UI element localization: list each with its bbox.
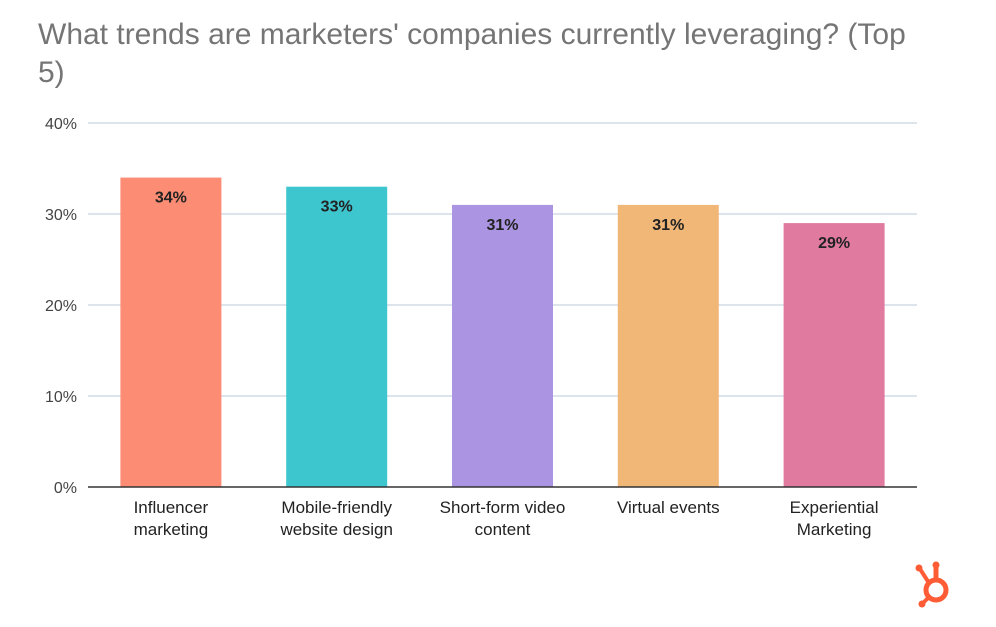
- x-tick-label: Experiential: [790, 498, 879, 517]
- x-tick-label: Virtual events: [617, 498, 720, 517]
- y-tick-label: 40%: [45, 116, 77, 133]
- bar: [452, 204, 553, 487]
- x-tick-label: marketing: [134, 520, 209, 539]
- hubspot-logo-icon: [915, 561, 949, 608]
- x-tick-label: content: [475, 520, 531, 539]
- bars: [120, 177, 885, 487]
- bar: [617, 204, 719, 487]
- bar: [120, 177, 222, 487]
- data-label: 34%: [155, 190, 187, 207]
- x-tick-label: Mobile-friendly: [281, 498, 392, 517]
- data-label: 31%: [652, 217, 684, 234]
- x-tick-label: Marketing: [797, 520, 872, 539]
- y-tick-label: 10%: [45, 389, 77, 406]
- x-tick-label: Short-form video: [440, 498, 566, 517]
- bar: [783, 223, 885, 487]
- data-label: 31%: [486, 217, 518, 234]
- y-tick-label: 20%: [45, 298, 77, 315]
- y-tick-label: 0%: [54, 480, 77, 497]
- data-label: 29%: [818, 235, 850, 252]
- x-tick-label: website design: [279, 520, 392, 539]
- y-tick-label: 30%: [45, 207, 77, 224]
- chart-title: What trends are marketers' companies cur…: [38, 18, 906, 89]
- x-tick-label: Influencer: [134, 498, 209, 517]
- bar: [286, 186, 388, 487]
- data-label: 33%: [321, 199, 353, 216]
- labels: 0% 10% 20% 30% 40% 34% Influencer marketing 33% M…: [45, 116, 879, 539]
